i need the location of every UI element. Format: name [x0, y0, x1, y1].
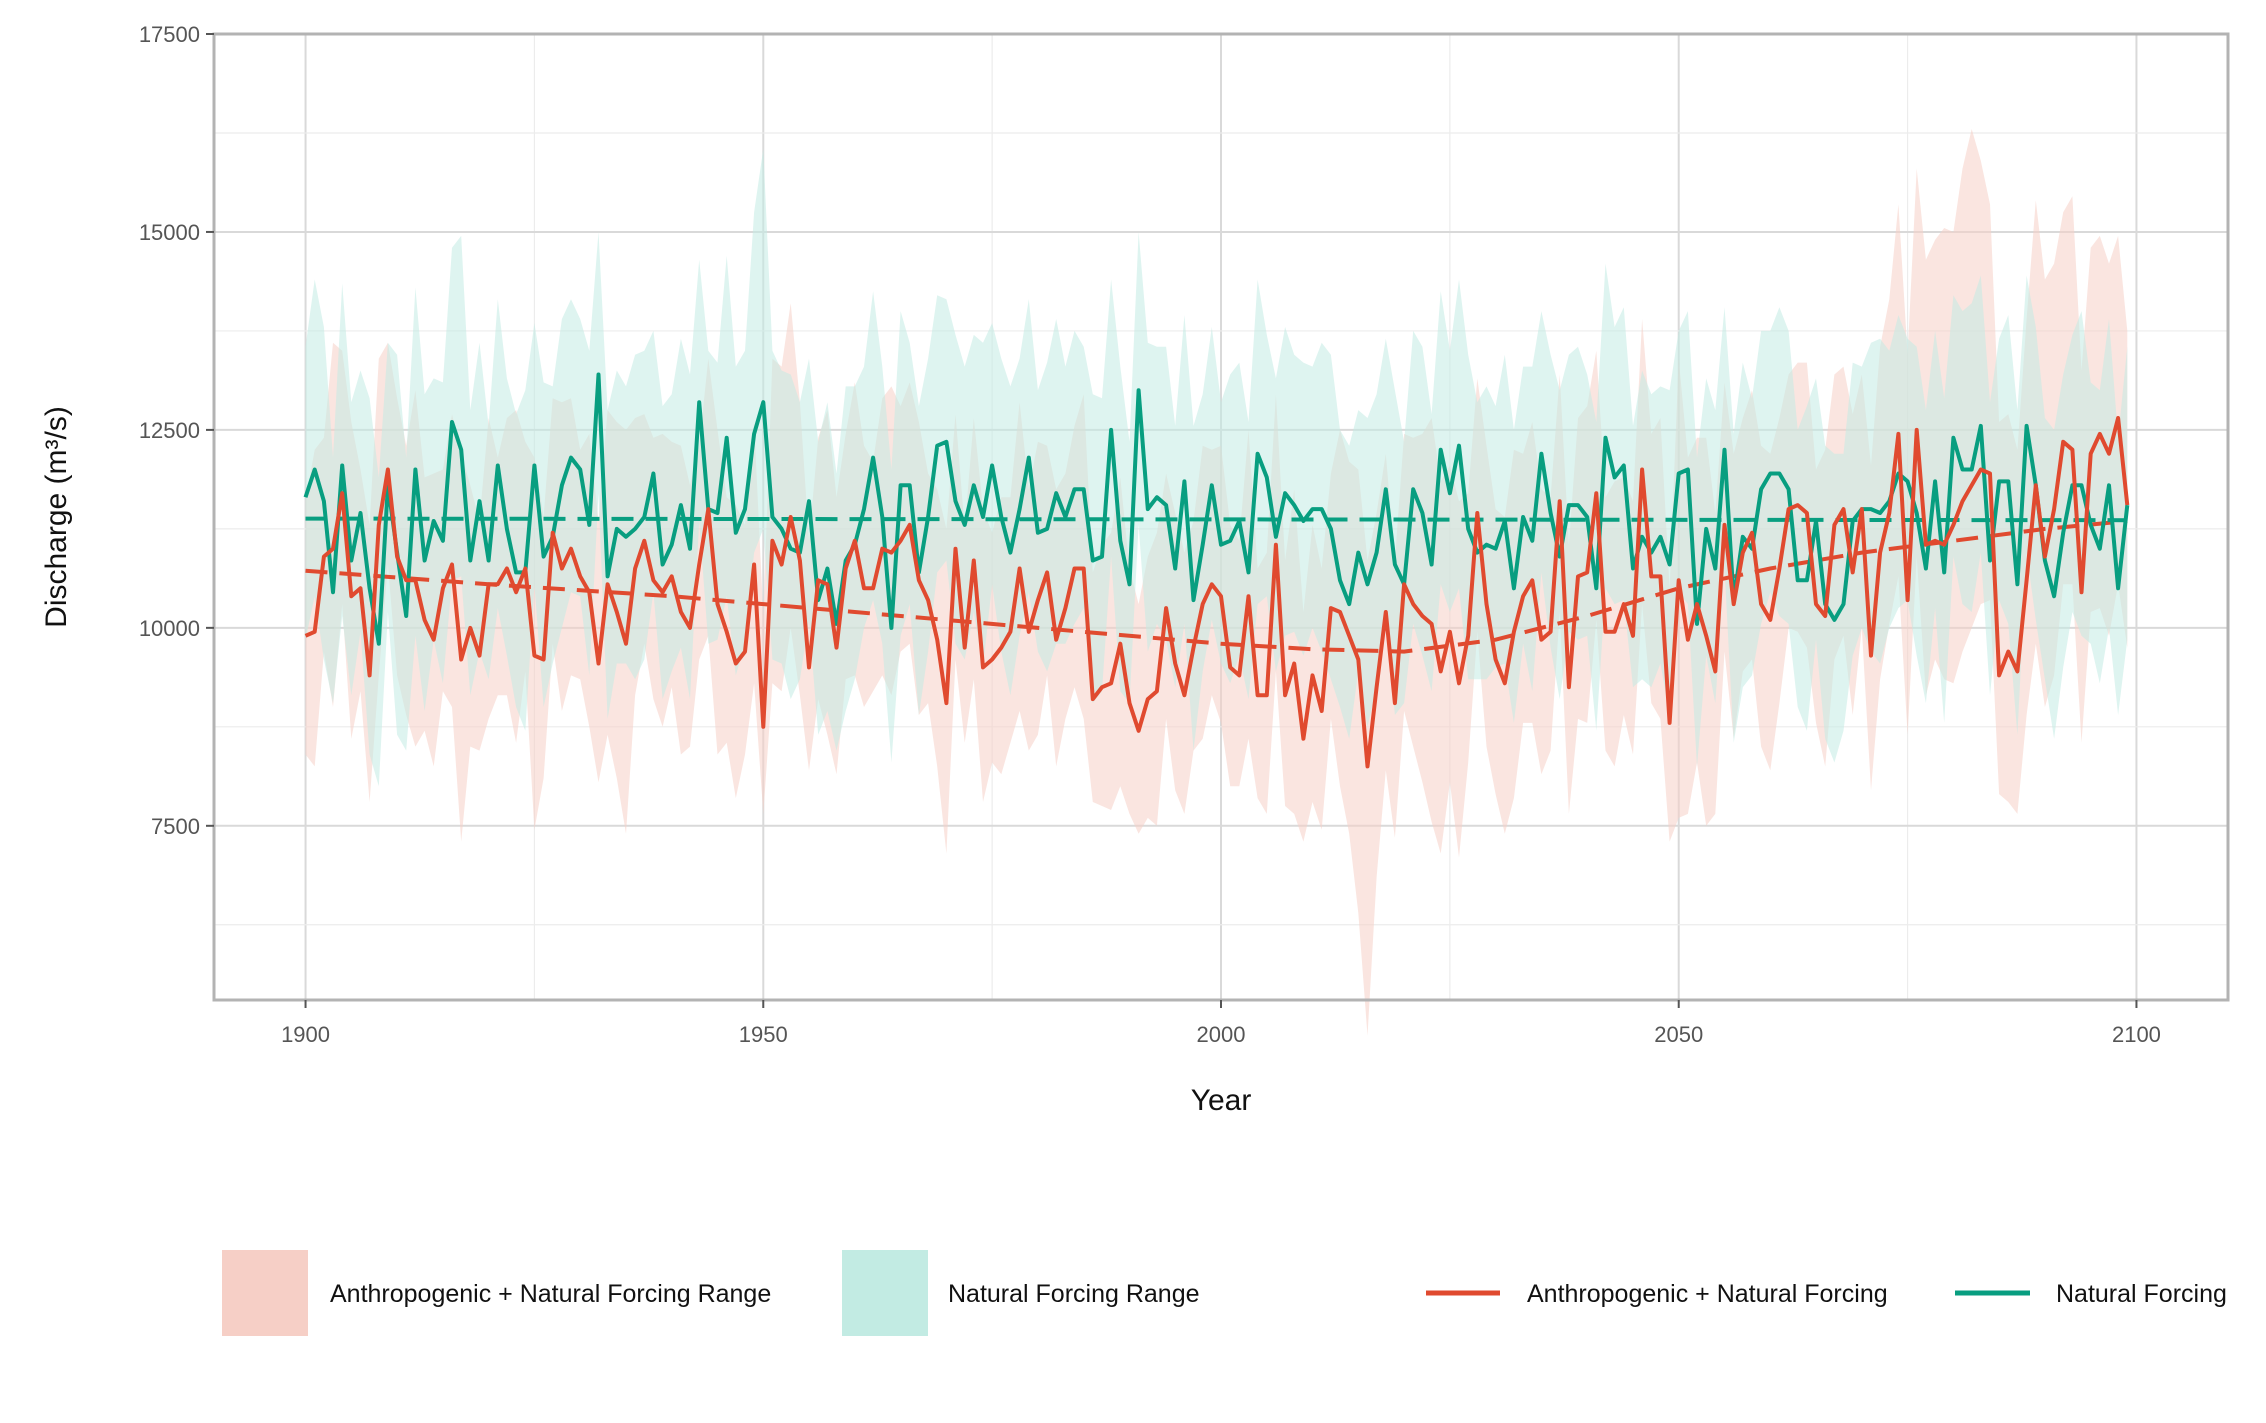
legend-key-natural-range: [842, 1250, 928, 1336]
range-bands: [305, 129, 2128, 1036]
range-band-natural: [305, 148, 2128, 787]
x-axis-title: Year: [1191, 1084, 1252, 1117]
x-tick-label-1950: 1950: [739, 1022, 788, 1047]
x-tick-label-1900: 1900: [281, 1022, 330, 1047]
series-line-natural: [303, 372, 2130, 646]
series-lines: [303, 372, 2130, 769]
trend-line-anthropogenic: [305, 519, 2128, 654]
x-tick-label-2050: 2050: [1654, 1022, 1703, 1047]
x-axis-ticks: 1900 1950 2000 2050 2100: [281, 1000, 2161, 1047]
x-tick-label-2000: 2000: [1197, 1022, 1246, 1047]
y-tick-label-17500: 17500: [139, 22, 200, 47]
legend: Anthropogenic + Natural Forcing Range Na…: [222, 1250, 2227, 1336]
legend-label-natural-range: Natural Forcing Range: [948, 1280, 1200, 1308]
legend-label-natural-line: Natural Forcing: [2056, 1280, 2227, 1308]
series-line-anthropogenic: [304, 416, 2130, 769]
legend-label-anthropogenic-line: Anthropogenic + Natural Forcing: [1527, 1280, 1888, 1308]
y-tick-label-15000: 15000: [139, 220, 200, 245]
x-tick-label-2100: 2100: [2112, 1022, 2161, 1047]
y-tick-label-7500: 7500: [151, 814, 200, 839]
y-axis-ticks: 7500 10000 12500 15000 17500: [139, 22, 214, 839]
y-tick-label-10000: 10000: [139, 616, 200, 641]
trend-lines: [305, 516, 2128, 654]
legend-label-anthropogenic-range: Anthropogenic + Natural Forcing Range: [330, 1280, 771, 1308]
legend-key-anthropogenic-range: [222, 1250, 308, 1336]
y-tick-label-12500: 12500: [139, 418, 200, 443]
y-axis-title: Discharge (m³/s): [40, 406, 73, 628]
